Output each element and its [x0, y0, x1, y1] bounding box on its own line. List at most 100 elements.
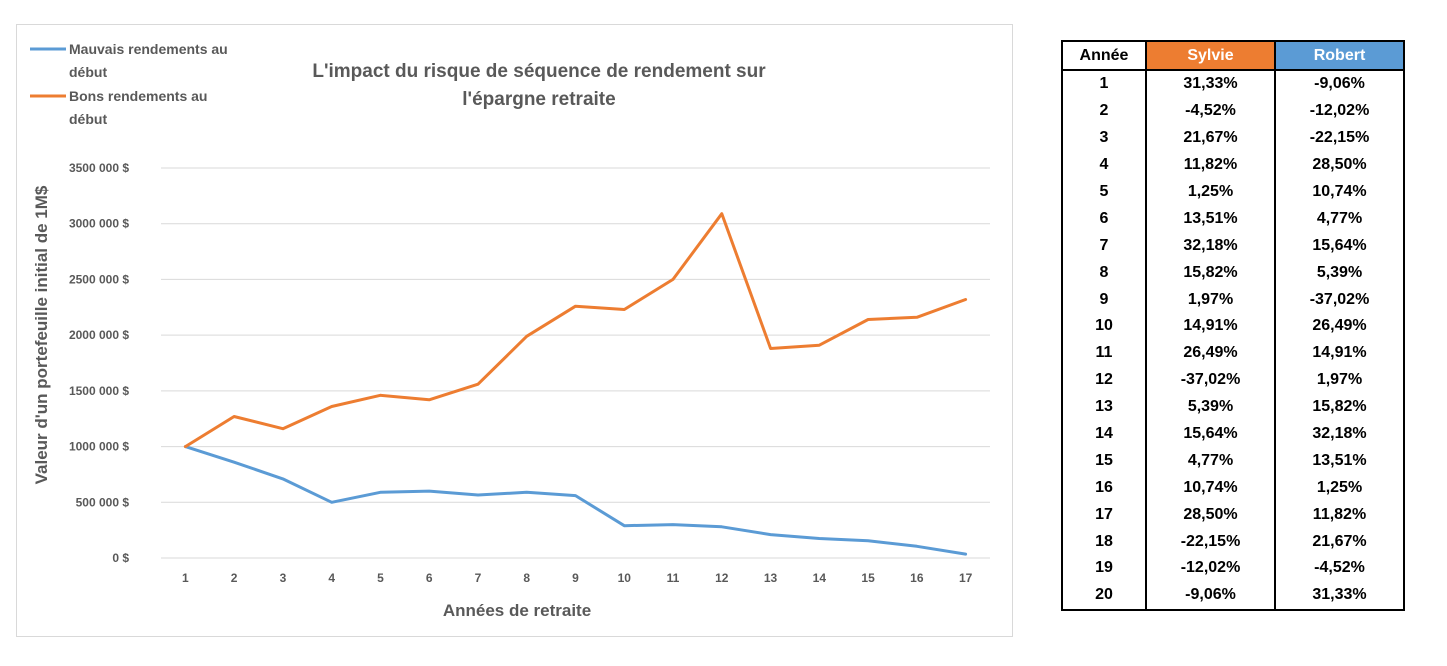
cell-year: 20 — [1061, 581, 1147, 610]
header-sylvie: Sylvie — [1145, 41, 1276, 71]
cell-robert: 1,97% — [1274, 366, 1405, 394]
x-tick-label: 10 — [618, 571, 632, 585]
x-tick-label: 1 — [182, 571, 189, 585]
cell-robert: 21,67% — [1274, 528, 1405, 556]
chart-title-line: l'épargne retraite — [462, 89, 615, 110]
cell-robert: -22,15% — [1274, 124, 1405, 152]
chart-panel: 0 $ 500 000 $ 1000 000 $ 1500 000 $ 2000 000… — [16, 24, 1013, 637]
cell-sylvie: 15,82% — [1145, 259, 1276, 287]
cell-year: 10 — [1061, 313, 1147, 340]
cell-sylvie: 14,91% — [1145, 313, 1276, 340]
y-tick-label: 2500 000 $ — [69, 272, 129, 286]
table-row: 8 15,82% 5,39% — [1061, 259, 1405, 287]
table-row: 11 26,49% 14,91% — [1061, 339, 1405, 367]
cell-robert: 14,91% — [1274, 339, 1405, 367]
x-tick-label: 11 — [667, 571, 680, 585]
table-row: 7 32,18% 15,64% — [1061, 232, 1405, 260]
table-row: 18 -22,15% 21,67% — [1061, 528, 1405, 556]
chart-legend: Mauvais rendements au début Bons rendement… — [30, 41, 228, 127]
cell-year: 1 — [1061, 70, 1147, 98]
cell-year: 15 — [1061, 447, 1147, 475]
cell-sylvie: 26,49% — [1145, 339, 1276, 367]
cell-robert: 15,82% — [1274, 393, 1405, 421]
table-row: 15 4,77% 13,51% — [1061, 447, 1405, 475]
cell-sylvie: 31,33% — [1145, 70, 1276, 98]
x-tick-label: 16 — [910, 571, 924, 585]
table-row: 20 -9,06% 31,33% — [1061, 581, 1405, 610]
x-tick-label: 13 — [764, 571, 778, 585]
table-row: 3 21,67% -22,15% — [1061, 124, 1405, 152]
cell-robert: -37,02% — [1274, 286, 1405, 314]
x-axis-title: Années de retraite — [443, 601, 591, 620]
cell-year: 13 — [1061, 393, 1147, 421]
cell-robert: 1,25% — [1274, 474, 1405, 502]
y-tick-label: 2000 000 $ — [69, 328, 129, 342]
cell-sylvie: -22,15% — [1145, 528, 1276, 556]
table-row: 10 14,91% 26,49% — [1061, 313, 1405, 340]
legend-label: début — [69, 111, 107, 127]
cell-sylvie: 13,51% — [1145, 205, 1276, 233]
cell-year: 8 — [1061, 259, 1147, 287]
cell-year: 12 — [1061, 366, 1147, 394]
table-row: 9 1,97% -37,02% — [1061, 286, 1405, 314]
x-tick-label: 4 — [328, 571, 335, 585]
legend-label: début — [69, 64, 107, 80]
x-tick-labels: 1 2 3 4 5 6 7 8 9 10 11 12 13 14 15 16 17 — [182, 571, 973, 585]
x-tick-label: 9 — [572, 571, 579, 585]
cell-sylvie: 4,77% — [1145, 447, 1276, 475]
y-axis-title: Valeur d'un portefeuille initial de 1M$ — [32, 185, 51, 484]
legend-label: Mauvais rendements au — [69, 41, 228, 57]
x-tick-label: 2 — [231, 571, 238, 585]
x-tick-label: 8 — [523, 571, 530, 585]
cell-robert: 15,64% — [1274, 232, 1405, 260]
x-tick-label: 7 — [475, 571, 482, 585]
cell-sylvie: 15,64% — [1145, 420, 1276, 448]
table-body: 1 31,33% -9,06% 2 -4,52% -12,02% 3 21,67% -22,15… — [1061, 70, 1405, 610]
cell-year: 11 — [1061, 339, 1147, 367]
cell-sylvie: -12,02% — [1145, 555, 1276, 582]
cell-year: 4 — [1061, 151, 1147, 179]
series-line-good-returns — [183, 212, 968, 449]
cell-year: 19 — [1061, 555, 1147, 582]
line-chart: 0 $ 500 000 $ 1000 000 $ 1500 000 $ 2000 000… — [30, 41, 990, 620]
cell-robert: 26,49% — [1274, 313, 1405, 340]
cell-year: 9 — [1061, 286, 1147, 314]
table-row: 16 10,74% 1,25% — [1061, 474, 1405, 502]
header-year: Année — [1061, 41, 1147, 71]
x-tick-label: 5 — [377, 571, 384, 585]
cell-year: 14 — [1061, 420, 1147, 448]
x-tick-label: 15 — [861, 571, 875, 585]
cell-robert: 31,33% — [1274, 581, 1405, 610]
x-tick-label: 14 — [813, 571, 827, 585]
header-robert: Robert — [1274, 41, 1405, 71]
cell-sylvie: 1,25% — [1145, 178, 1276, 206]
table-row: 6 13,51% 4,77% — [1061, 205, 1405, 233]
x-tick-label: 3 — [280, 571, 287, 585]
table-row: 14 15,64% 32,18% — [1061, 420, 1405, 448]
table-row: 1 31,33% -9,06% — [1061, 70, 1405, 98]
table-row: 2 -4,52% -12,02% — [1061, 97, 1405, 125]
cell-sylvie: 28,50% — [1145, 501, 1276, 529]
cell-sylvie: 32,18% — [1145, 232, 1276, 260]
cell-robert: -9,06% — [1274, 70, 1405, 98]
table-row: 5 1,25% 10,74% — [1061, 178, 1405, 206]
cell-year: 5 — [1061, 178, 1147, 206]
cell-year: 17 — [1061, 501, 1147, 529]
cell-sylvie: -4,52% — [1145, 97, 1276, 125]
y-tick-labels: 0 $ 500 000 $ 1000 000 $ 1500 000 $ 2000 000… — [69, 161, 129, 565]
chart-title-line: L'impact du risque de séquence de rendem… — [312, 61, 766, 82]
cell-year: 7 — [1061, 232, 1147, 260]
table-row: 17 28,50% 11,82% — [1061, 501, 1405, 529]
table-row: 4 11,82% 28,50% — [1061, 151, 1405, 179]
y-tick-label: 3000 000 $ — [69, 217, 129, 231]
table-row: 19 -12,02% -4,52% — [1061, 555, 1405, 582]
table-header-row: Année Sylvie Robert — [1061, 41, 1405, 71]
table-row: 13 5,39% 15,82% — [1061, 393, 1405, 421]
cell-sylvie: -9,06% — [1145, 581, 1276, 610]
y-tick-label: 1500 000 $ — [69, 384, 129, 398]
cell-sylvie: 1,97% — [1145, 286, 1276, 314]
cell-sylvie: -37,02% — [1145, 366, 1276, 394]
x-tick-label: 6 — [426, 571, 433, 585]
cell-sylvie: 21,67% — [1145, 124, 1276, 152]
series-lines — [183, 212, 968, 556]
